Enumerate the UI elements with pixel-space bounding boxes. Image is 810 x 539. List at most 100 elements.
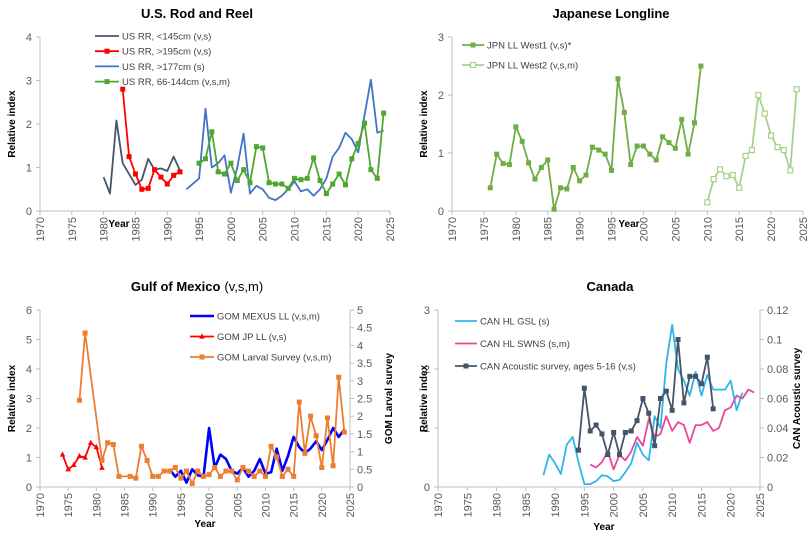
chart-panel-3: Gulf of Mexico (v,s,m) 0 1 2 3 4 5 6 0 0.5 1 1.5 2 2.5…: [7, 279, 395, 530]
y2-tick-label: 0: [357, 482, 363, 494]
data-point: [494, 151, 500, 157]
data-point: [247, 180, 253, 186]
data-point: [171, 172, 177, 178]
data-point: [76, 397, 82, 403]
legend-label: US RR, >195cm (v,s): [122, 47, 211, 58]
data-point: [104, 79, 110, 85]
x-tick-label: 2010: [702, 217, 714, 241]
data-point: [368, 167, 374, 173]
data-point: [693, 373, 699, 379]
data-point: [532, 176, 538, 182]
x-tick-label: 2025: [798, 217, 810, 241]
y-tick-label: 0: [26, 206, 32, 218]
data-point: [285, 466, 291, 472]
x-tick-label: 2020: [726, 493, 738, 517]
data-point: [538, 165, 544, 170]
y2-tick-label: 3.5: [357, 358, 372, 370]
x-tick-label: 1975: [63, 493, 75, 517]
data-point: [139, 186, 145, 192]
data-point: [593, 422, 599, 428]
data-point: [615, 76, 621, 82]
y2-tick-label: 0: [767, 482, 773, 494]
y-tick-label: 0: [438, 206, 444, 218]
data-point: [704, 199, 711, 206]
data-point: [145, 185, 151, 191]
data-point: [599, 431, 605, 437]
data-point: [698, 63, 704, 69]
data-point: [212, 465, 218, 471]
data-point: [105, 440, 111, 446]
y2-axis-label: GOM Larval survey: [384, 352, 395, 444]
y2-tick-label: 0.04: [767, 423, 788, 435]
series-1: [102, 119, 181, 195]
data-point: [82, 454, 88, 460]
x-axis-label: Year: [618, 219, 639, 230]
data-point: [279, 473, 285, 479]
y2-tick-label: 0.08: [767, 364, 788, 376]
data-point: [576, 447, 582, 453]
y-tick-label: 4: [26, 364, 32, 376]
data-point: [234, 178, 240, 184]
data-point: [184, 468, 190, 474]
y2-tick-label: 2.5: [357, 394, 372, 406]
x-tick-label: 2000: [638, 217, 650, 241]
data-point: [313, 433, 319, 439]
data-point: [577, 178, 583, 184]
data-point: [167, 468, 173, 474]
series-2: [120, 86, 183, 192]
series-line: [168, 426, 346, 484]
data-point: [341, 429, 347, 435]
x-tick-label: 2015: [289, 493, 301, 517]
data-point: [196, 160, 202, 166]
x-tick-label: 2025: [345, 493, 357, 517]
y-tick-label: 2: [26, 119, 32, 131]
data-point: [144, 457, 150, 463]
data-point: [177, 169, 183, 175]
data-point: [138, 443, 144, 449]
data-point: [308, 413, 314, 419]
y-tick-label: 1: [438, 148, 444, 160]
data-point: [362, 120, 368, 126]
y2-tick-label: 0.12: [767, 305, 788, 317]
series-line: [577, 338, 715, 456]
x-tick-label: 1980: [511, 217, 523, 241]
data-point: [605, 452, 611, 458]
data-point: [723, 173, 730, 180]
data-point: [551, 206, 557, 212]
x-tick-label: 1995: [194, 217, 206, 241]
data-point: [285, 185, 291, 191]
legend-label: US RR, <145cm (v,s): [122, 32, 211, 43]
legend-label: JPN LL West1 (v,s)*: [487, 41, 572, 52]
x-axis-label: Year: [593, 522, 614, 533]
data-point: [189, 480, 195, 486]
x-tick-label: 2015: [696, 493, 708, 517]
y2-tick-label: 1: [357, 447, 363, 459]
data-point: [99, 464, 105, 470]
data-point: [634, 143, 640, 149]
y2-tick-label: 0.1: [767, 335, 782, 347]
data-point: [71, 461, 77, 467]
y2-tick-label: 0.5: [357, 464, 372, 476]
legend-entry: GOM Larval Survey (v,s,m): [190, 353, 331, 364]
y2-axis-label: CAN Acoustic survey: [792, 347, 803, 449]
data-point: [793, 86, 800, 93]
x-tick-label: 1985: [120, 493, 132, 517]
data-point: [178, 475, 184, 481]
data-point: [748, 147, 756, 154]
data-point: [704, 354, 710, 360]
series-3: [76, 330, 347, 486]
data-point: [621, 109, 627, 115]
legend-entry: JPN LL West2 (v,s,m): [462, 61, 578, 72]
x-tick-label: 2010: [667, 493, 679, 517]
y-tick-label: 3: [424, 305, 430, 317]
data-point: [164, 181, 170, 187]
y-tick-label: 0: [26, 482, 32, 494]
y-tick-label: 2: [438, 90, 444, 102]
data-point: [302, 450, 308, 456]
data-point: [336, 171, 342, 177]
x-tick-label: 2000: [226, 217, 238, 241]
data-point: [761, 110, 768, 117]
series-1: [168, 426, 346, 484]
data-point: [120, 86, 126, 92]
